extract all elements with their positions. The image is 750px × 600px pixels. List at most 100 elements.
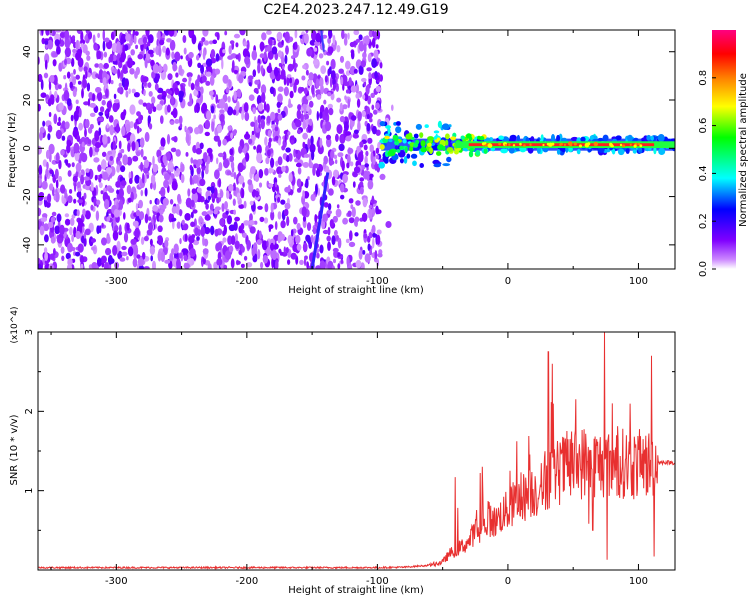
noise-blob xyxy=(344,131,352,136)
noise-blob xyxy=(72,129,79,138)
noise-blob xyxy=(66,71,71,79)
noise-blob xyxy=(326,235,332,242)
noise-blob xyxy=(175,203,180,213)
noise-blob xyxy=(371,224,376,234)
noise-blob xyxy=(173,136,178,143)
noise-blob xyxy=(77,80,82,85)
noise-blob xyxy=(127,57,133,69)
noise-blob xyxy=(84,210,91,220)
noise-blob xyxy=(341,160,345,172)
noise-blob xyxy=(310,194,316,202)
signal-blob xyxy=(450,136,457,141)
signal-blob xyxy=(551,134,555,142)
signal-blob xyxy=(392,134,398,141)
noise-blob xyxy=(142,252,146,260)
noise-blob xyxy=(270,210,275,221)
noise-blob xyxy=(269,38,273,46)
noise-blob xyxy=(178,252,183,259)
noise-blob xyxy=(157,225,163,233)
noise-blob xyxy=(123,69,128,74)
noise-blob xyxy=(364,253,371,263)
noise-blob xyxy=(53,113,58,125)
noise-blob xyxy=(282,153,288,160)
signal-blob xyxy=(427,142,432,147)
noise-blob xyxy=(326,60,330,66)
noise-blob xyxy=(362,197,368,208)
noise-blob xyxy=(164,239,169,248)
noise-blob xyxy=(102,151,107,157)
noise-blob xyxy=(230,161,235,170)
noise-blob xyxy=(374,250,378,260)
noise-blob xyxy=(329,219,334,228)
noise-blob xyxy=(188,235,195,244)
noise-blob xyxy=(152,205,159,212)
noise-blob xyxy=(210,49,216,59)
noise-blob xyxy=(85,118,90,129)
noise-blob xyxy=(328,188,334,196)
noise-blob xyxy=(64,213,70,218)
noise-blob xyxy=(348,217,355,224)
noise-blob xyxy=(83,66,88,72)
noise-blob xyxy=(138,211,145,221)
noise-blob xyxy=(362,51,367,59)
noise-blob xyxy=(311,84,315,95)
spectrogram-x-tick-label: -200 xyxy=(236,276,259,287)
noise-blob xyxy=(202,248,209,255)
noise-blob xyxy=(129,104,136,115)
noise-blob xyxy=(76,48,83,55)
signal-blob xyxy=(419,163,425,168)
noise-blob xyxy=(347,154,351,165)
noise-blob xyxy=(178,115,183,125)
noise-blob xyxy=(76,209,80,217)
noise-blob xyxy=(214,169,220,180)
signal-blob xyxy=(530,136,535,143)
noise-blob xyxy=(366,113,370,120)
signal-peak xyxy=(637,142,641,146)
noise-blob xyxy=(179,209,183,217)
noise-blob xyxy=(60,149,65,156)
noise-blob xyxy=(106,123,109,129)
noise-blob xyxy=(63,75,67,80)
noise-blob xyxy=(234,66,239,71)
noise-blob xyxy=(119,56,125,63)
signal-blob xyxy=(556,134,561,142)
noise-blob xyxy=(124,78,129,88)
noise-blob xyxy=(158,190,164,195)
noise-blob xyxy=(171,180,178,191)
noise-blob xyxy=(328,30,333,39)
noise-blob xyxy=(332,215,338,223)
noise-blob xyxy=(156,73,161,80)
noise-blob xyxy=(45,30,50,36)
signal-blob xyxy=(415,123,422,130)
noise-blob xyxy=(338,143,345,152)
noise-blob xyxy=(229,148,234,156)
noise-blob xyxy=(98,225,102,234)
signal-blob xyxy=(388,138,393,143)
noise-blob xyxy=(345,238,350,244)
noise-blob xyxy=(267,44,271,53)
noise-blob xyxy=(128,171,132,180)
noise-blob xyxy=(219,113,225,123)
noise-blob xyxy=(291,77,295,86)
noise-blob xyxy=(362,94,366,100)
noise-blob xyxy=(102,77,107,86)
noise-blob xyxy=(236,88,242,98)
noise-blob xyxy=(296,243,302,251)
noise-blob xyxy=(354,216,360,223)
noise-blob xyxy=(77,190,82,199)
noise-blob xyxy=(174,51,181,62)
noise-blob xyxy=(80,42,84,49)
noise-blob xyxy=(207,263,212,269)
noise-blob xyxy=(379,173,386,180)
noise-blob xyxy=(306,95,312,101)
noise-blob xyxy=(135,202,139,211)
noise-blob xyxy=(226,170,232,176)
noise-blob xyxy=(366,67,372,72)
noise-blob xyxy=(236,260,241,265)
noise-blob xyxy=(233,129,238,134)
noise-blob xyxy=(373,109,378,115)
noise-blob xyxy=(75,105,80,116)
noise-blob xyxy=(151,71,156,79)
noise-blob xyxy=(296,222,301,230)
noise-blob xyxy=(159,146,165,151)
